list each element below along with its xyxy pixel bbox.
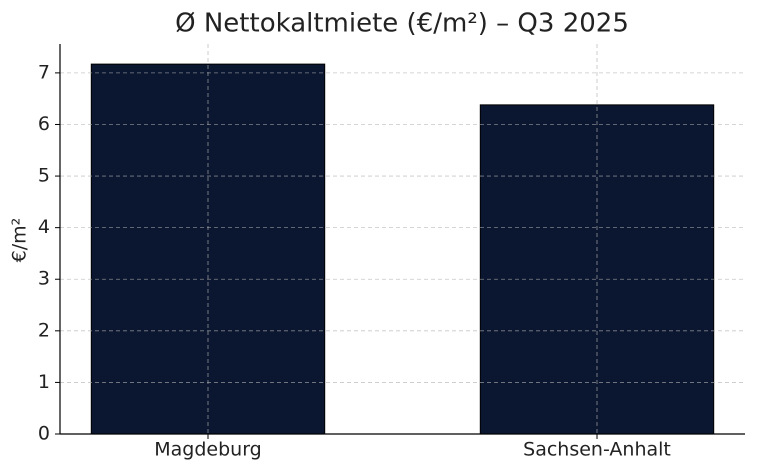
y-tick-label: 4 [38,216,50,238]
x-tick-label: Magdeburg [154,439,262,461]
y-tick-label: 2 [38,319,50,341]
y-tick-label: 1 [38,371,50,393]
y-tick-label: 0 [38,423,50,445]
chart-title: Ø Nettokaltmiete (€/m²) – Q3 2025 [175,9,629,39]
x-tick-label: Sachsen-Anhalt [523,439,671,461]
y-tick-label: 5 [38,165,50,187]
y-tick-label: 6 [38,113,50,135]
y-tick-label: 3 [38,268,50,290]
y-tick-label: 7 [38,61,50,83]
y-axis-label: €/m² [9,218,31,263]
